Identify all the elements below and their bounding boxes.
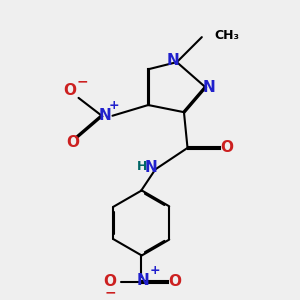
Text: O: O (67, 135, 80, 150)
Text: +: + (109, 99, 120, 112)
Text: N: N (99, 108, 112, 123)
Text: O: O (220, 140, 233, 155)
Text: −: − (76, 75, 88, 89)
Text: −: − (104, 286, 116, 300)
Text: N: N (136, 273, 149, 288)
Text: +: + (149, 264, 160, 277)
Text: H: H (136, 160, 147, 173)
Text: O: O (168, 274, 181, 289)
Text: CH₃: CH₃ (214, 29, 239, 42)
Text: N: N (202, 80, 215, 95)
Text: O: O (63, 83, 76, 98)
Text: O: O (103, 274, 116, 289)
Text: N: N (145, 160, 158, 175)
Text: N: N (167, 53, 180, 68)
